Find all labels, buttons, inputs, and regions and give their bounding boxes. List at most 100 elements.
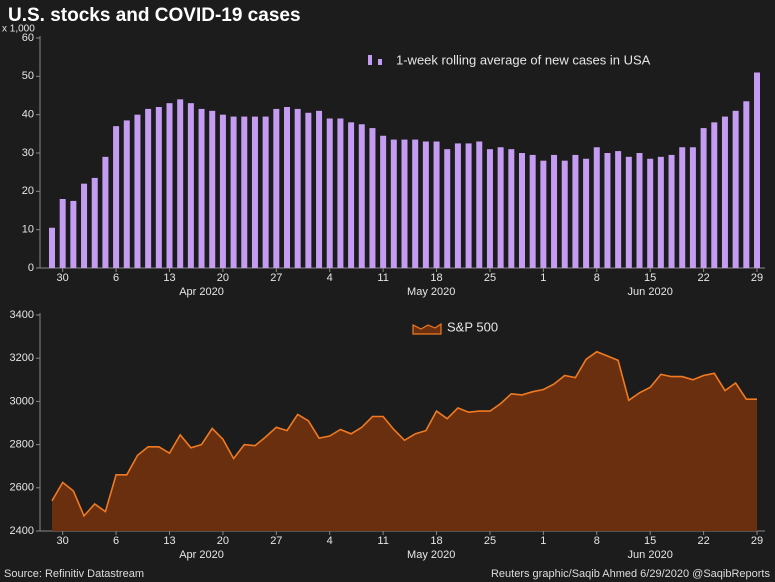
- bar: [273, 108, 280, 269]
- bar: [145, 108, 152, 269]
- y-tick-label: 3200: [10, 352, 34, 364]
- y-tick-label: 3000: [10, 395, 34, 407]
- y-tick-label: 20: [22, 185, 34, 197]
- legend-label: 1-week rolling average of new cases in U…: [396, 52, 651, 67]
- x-tick-label: 11: [377, 272, 388, 284]
- bar: [454, 143, 461, 268]
- bar: [294, 108, 301, 269]
- bar: [679, 147, 686, 268]
- y-tick-label: 2800: [10, 439, 34, 451]
- legend-label: S&P 500: [447, 319, 498, 334]
- bar: [209, 110, 216, 268]
- bar: [668, 154, 675, 268]
- y-tick-label: 30: [22, 147, 34, 159]
- x-tick-label: 1: [540, 535, 546, 547]
- bar: [305, 112, 312, 268]
- x-tick-label: 4: [327, 535, 333, 547]
- x-tick-label: 15: [644, 272, 656, 284]
- x-tick-label: 6: [113, 272, 119, 284]
- bar: [81, 183, 88, 268]
- x-tick-label: 27: [270, 535, 282, 547]
- bar: [401, 139, 408, 268]
- bar: [219, 114, 226, 269]
- x-tick-label: 29: [751, 535, 763, 547]
- legend-swatch: [368, 55, 372, 65]
- bar: [625, 156, 632, 268]
- x-tick-label: 29: [751, 272, 763, 284]
- bar: [348, 122, 355, 268]
- source: Source: Refinitiv Datastream: [4, 568, 144, 580]
- bar: [113, 126, 120, 269]
- bar: [721, 116, 728, 268]
- bar: [711, 122, 718, 268]
- x-group-label: Jun 2020: [628, 286, 673, 298]
- bar: [519, 153, 525, 268]
- x-group-label: Jun 2020: [628, 549, 673, 561]
- bar: [486, 149, 493, 268]
- chart-title: U.S. stocks and COVID-19 cases: [8, 5, 301, 26]
- bar: [59, 199, 66, 268]
- line: [51, 350, 757, 518]
- bar: [49, 227, 55, 268]
- y-tick-label: 2600: [10, 482, 34, 494]
- bar: [657, 156, 664, 268]
- bar: [380, 135, 387, 268]
- y-unit: x 1,000: [2, 24, 35, 35]
- x-tick-label: 25: [484, 535, 496, 547]
- y-tick-label: 10: [22, 224, 34, 236]
- x-tick-label: 30: [57, 272, 69, 284]
- x-tick-label: 22: [697, 535, 709, 547]
- bar: [615, 151, 622, 268]
- bar: [647, 158, 654, 268]
- bar: [284, 107, 290, 268]
- bar: [700, 128, 707, 268]
- bar: [583, 158, 590, 268]
- bar: [476, 141, 483, 268]
- bar: [593, 147, 600, 268]
- x-tick-label: 15: [644, 535, 656, 547]
- legend-swatch: [412, 322, 442, 335]
- bar: [754, 72, 760, 268]
- bar: [198, 108, 205, 269]
- bar: [465, 143, 472, 268]
- bar: [230, 116, 237, 268]
- bar: [251, 116, 258, 268]
- bar: [369, 128, 376, 268]
- bar: [433, 141, 440, 268]
- bar: [155, 107, 162, 268]
- credit: Reuters graphic/Saqib Ahmed 6/29/2020 @S…: [491, 568, 771, 580]
- bar: [187, 103, 194, 269]
- x-tick-label: 20: [217, 535, 229, 547]
- x-tick-label: 11: [377, 535, 388, 547]
- x-tick-label: 8: [594, 535, 600, 547]
- y-tick-label: 40: [22, 109, 34, 121]
- x-tick-label: 30: [57, 535, 69, 547]
- x-tick-label: 6: [113, 535, 119, 547]
- x-tick-label: 13: [163, 535, 175, 547]
- bar: [422, 141, 429, 268]
- bar: [134, 114, 141, 269]
- bar: [166, 103, 173, 269]
- bar: [551, 154, 558, 268]
- bar: [444, 149, 451, 268]
- y-tick-label: 60: [22, 32, 34, 44]
- bar: [177, 99, 184, 268]
- bar: [241, 116, 248, 268]
- x-group-label: May 2020: [407, 286, 455, 298]
- bar: [529, 154, 536, 268]
- bar: [70, 200, 77, 268]
- x-group-label: Apr 2020: [179, 286, 224, 298]
- bar: [326, 118, 333, 268]
- y-tick-label: 0: [28, 262, 34, 274]
- bar: [102, 156, 109, 268]
- x-tick-label: 13: [163, 272, 175, 284]
- x-tick-label: 18: [430, 272, 442, 284]
- area: [52, 351, 757, 531]
- bar: [316, 110, 323, 268]
- bar: [604, 153, 611, 268]
- x-tick-label: 22: [697, 272, 709, 284]
- y-tick-label: 2400: [10, 525, 34, 537]
- bar: [572, 154, 579, 268]
- bar: [123, 120, 130, 269]
- x-tick-label: 8: [594, 272, 600, 284]
